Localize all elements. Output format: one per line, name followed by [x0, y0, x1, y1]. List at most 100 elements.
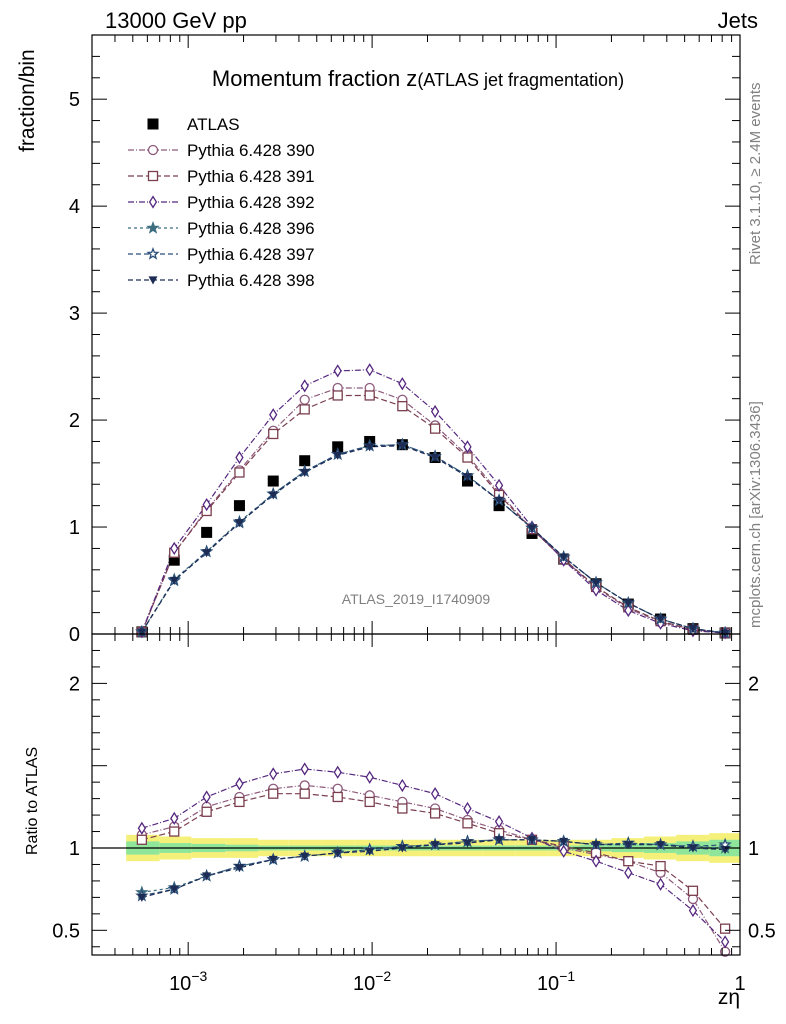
main-point-3-2 — [202, 497, 211, 512]
x-tick-label: 1 — [734, 973, 745, 995]
ratio-point-2-5 — [300, 762, 309, 776]
main-point-6-14 — [591, 579, 601, 588]
ratio-point-5-0 — [137, 893, 147, 902]
watermark: ATLAS_2019_I1740909 — [342, 591, 491, 607]
main-point-0-2 — [201, 526, 213, 538]
main-point-3-5 — [300, 379, 309, 393]
main-point-6-6 — [333, 451, 343, 460]
main-point-3-7 — [365, 363, 374, 377]
ratio-point-1-6 — [332, 791, 343, 803]
ratio-point-1-18 — [719, 923, 731, 934]
x-tick-label: 10−3 — [169, 968, 207, 995]
main-point-0-6 — [332, 441, 344, 453]
main-point-6-11 — [494, 496, 504, 505]
ratio-point-1-3 — [234, 796, 245, 808]
ratio-point-5-12 — [527, 836, 537, 845]
ratio-ytick-label-left: 2 — [69, 673, 80, 695]
ratio-ytick-label-right: 2 — [748, 673, 759, 695]
main-point-3-14 — [591, 583, 601, 597]
ratio-point-5-1 — [169, 885, 179, 894]
ratio-point-1-9 — [429, 808, 441, 819]
main-ytick-label: 5 — [69, 89, 80, 111]
ratio-point-5-9 — [430, 841, 440, 850]
ratio-point-2-4 — [269, 767, 278, 781]
ratio-point-5-5 — [300, 852, 310, 861]
main-point-2-4 — [268, 428, 279, 440]
legend-entry: Pythia 6.428 398 — [128, 271, 315, 290]
legend-label: Pythia 6.428 390 — [187, 141, 315, 160]
main-point-2-10 — [462, 452, 473, 463]
ratio-point-5-13 — [559, 837, 569, 846]
ratio-point-2-11 — [494, 815, 504, 829]
main-point-3-8 — [398, 377, 407, 391]
main-point-3-11 — [494, 478, 504, 492]
ratio-point-5-17 — [688, 844, 698, 853]
ratio-point-2-17 — [688, 903, 698, 918]
ratio-point-1-7 — [364, 796, 375, 808]
ratio-point-1-2 — [201, 806, 212, 817]
ratio-ytick-label-left: 0.5 — [52, 920, 80, 942]
main-point-6-1 — [169, 576, 179, 586]
ratio-panel: 0.5 0.5 1 1 2 2 Ratio to ATLAS — [24, 633, 776, 957]
ratio-point-2-8 — [398, 778, 407, 793]
ratio-point-5-3 — [234, 864, 244, 873]
ratio-ytick-label-right: 1 — [748, 838, 759, 860]
main-point-6-17 — [688, 625, 698, 634]
main-point-3-6 — [333, 364, 342, 378]
ratio-point-2-14 — [591, 854, 601, 868]
legend-label: Pythia 6.428 392 — [187, 193, 315, 212]
legend-entry: Pythia 6.428 390 — [128, 141, 315, 160]
legend-marker — [146, 246, 160, 260]
ratio-point-1-10 — [462, 818, 473, 829]
ratio-point-5-4 — [268, 855, 278, 865]
ratio-point-5-6 — [333, 849, 343, 858]
main-point-6-16 — [656, 615, 666, 624]
legend-entry: ATLAS — [147, 115, 240, 134]
ratio-point-1-4 — [268, 788, 279, 799]
ratio-point-1-16 — [655, 860, 666, 872]
legend-label: Pythia 6.428 398 — [187, 271, 315, 290]
legend-marker — [147, 118, 159, 130]
ratio-point-1-8 — [397, 803, 408, 814]
legend: ATLAS Pythia 6.428 390 Pythia 6.428 391 Pyt… — [128, 115, 315, 290]
ratio-point-2-3 — [235, 777, 244, 791]
main-point-2-7 — [364, 390, 375, 401]
legend-marker — [147, 144, 159, 156]
ratio-ytick-label-right: 0.5 — [748, 920, 776, 942]
main-title-sub: (ATLAS jet fragmentation) — [417, 70, 624, 90]
main-point-6-7 — [365, 443, 375, 452]
main-title: Momentum fraction z(ATLAS jet fragmentat… — [212, 66, 624, 91]
ratio-point-1-17 — [687, 885, 699, 896]
main-point-2-5 — [299, 404, 310, 415]
main-point-0-3 — [233, 500, 245, 512]
main-ytick-label: 4 — [69, 196, 80, 218]
ratio-point-1-15 — [623, 856, 634, 867]
main-point-3-9 — [430, 404, 440, 419]
main-point-6-9 — [430, 453, 440, 463]
main-point-2-9 — [429, 423, 441, 434]
legend-label: Pythia 6.428 391 — [187, 167, 315, 186]
header-observable: Jets — [718, 8, 758, 33]
ratio-point-5-7 — [365, 847, 375, 856]
main-point-6-5 — [300, 468, 310, 477]
ratio-point-5-8 — [397, 844, 407, 853]
ratio-point-5-11 — [494, 836, 504, 845]
main-point-3-15 — [624, 603, 633, 618]
legend-entry: Pythia 6.428 392 — [128, 193, 315, 212]
ratio-point-5-10 — [462, 839, 472, 848]
main-ytick-label: 3 — [69, 303, 80, 325]
ratio-point-5-14 — [591, 841, 601, 850]
main-point-3-10 — [463, 440, 472, 454]
ratio-point-2-0 — [137, 821, 147, 835]
legend-marker — [146, 220, 160, 234]
legend-label: Pythia 6.428 397 — [187, 245, 315, 264]
legend-entry: Pythia 6.428 397 — [128, 245, 315, 264]
ratio-point-1-1 — [169, 826, 180, 837]
main-point-2-8 — [397, 401, 408, 412]
main-point-6-3 — [234, 519, 244, 528]
ratio-point-1-0 — [136, 834, 148, 845]
legend-entry: Pythia 6.428 391 — [128, 167, 315, 186]
rivet-label: Rivet 3.1.10, ≥ 2.4M events — [747, 83, 764, 266]
main-ylabel: fraction/bin — [16, 49, 39, 152]
ratio-point-5-15 — [623, 841, 633, 850]
